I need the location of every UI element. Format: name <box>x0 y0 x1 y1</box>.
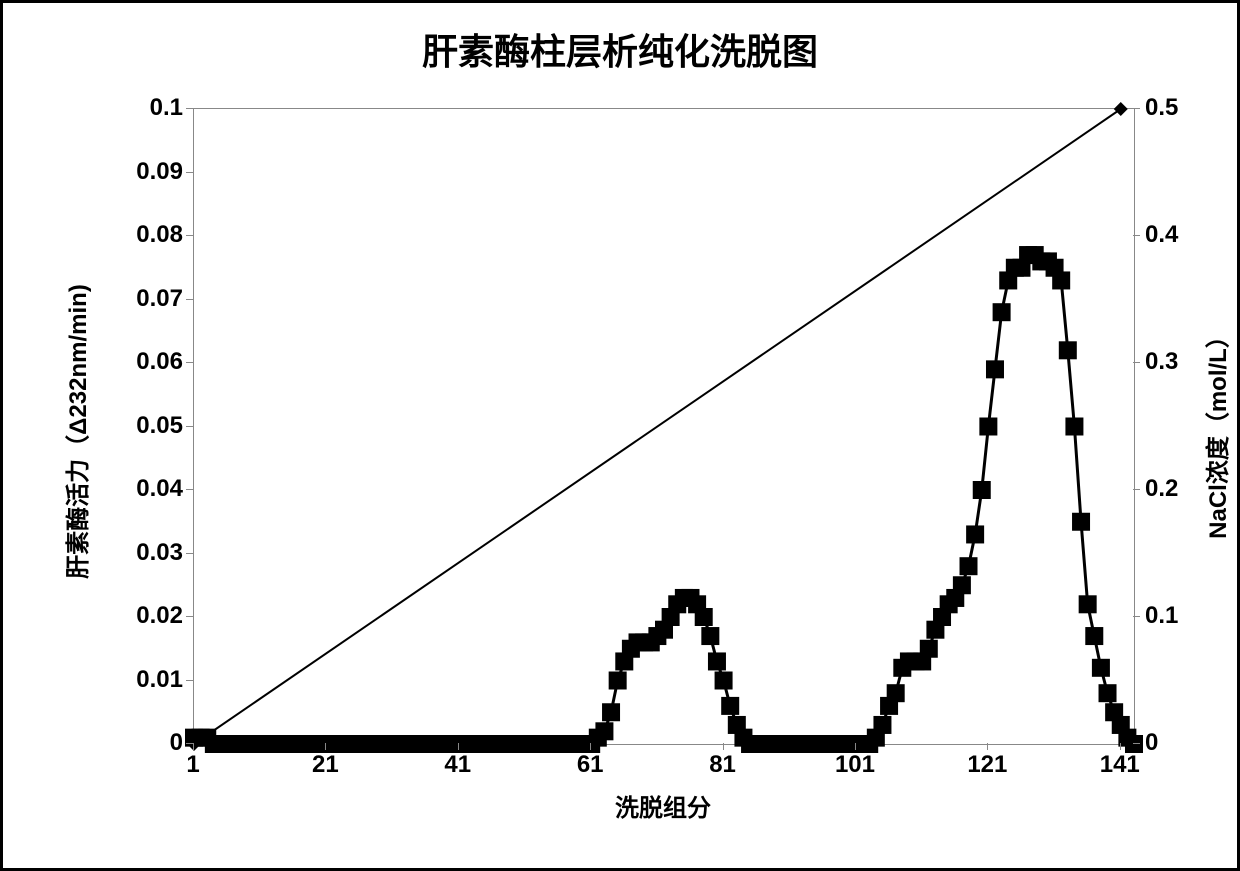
y-left-tick-label: 0.07 <box>113 285 183 313</box>
y-left-tick-label: 0.03 <box>113 539 183 567</box>
y-left-tick <box>186 172 193 173</box>
x-tick <box>855 743 856 750</box>
plot-svg <box>194 109 1134 744</box>
x-tick <box>193 743 194 750</box>
y-right-tick-label: 0.1 <box>1145 602 1178 630</box>
y-right-tick-label: 0.3 <box>1145 348 1178 376</box>
y-left-tick-label: 0.06 <box>113 348 183 376</box>
y-left-tick-label: 0.01 <box>113 666 183 694</box>
y-left-tick <box>186 616 193 617</box>
y-left-tick <box>186 299 193 300</box>
y-left-tick-label: 0.02 <box>113 602 183 630</box>
y-right-tick <box>1133 489 1140 490</box>
y-axis-right-label: NaCl浓度（mol/L） <box>1198 114 1233 749</box>
x-axis-label: 洗脱组分 <box>193 788 1133 823</box>
x-tick-label: 61 <box>560 751 620 779</box>
chart-title: 肝素酶柱层析纯化洗脱图 <box>3 23 1237 75</box>
y-left-tick <box>186 743 193 744</box>
y-axis-left-label: 肝素酶活力（Δ232nm/min) <box>58 114 93 749</box>
x-tick-label: 41 <box>428 751 488 779</box>
x-tick <box>1120 743 1121 750</box>
x-tick-label: 101 <box>825 751 885 779</box>
y-left-tick-label: 0.04 <box>113 475 183 503</box>
y-right-tick <box>1133 235 1140 236</box>
y-right-tick-label: 0.4 <box>1145 221 1178 249</box>
x-tick-label: 121 <box>957 751 1017 779</box>
x-tick-label: 1 <box>163 751 223 779</box>
y-left-tick-label: 0.09 <box>113 158 183 186</box>
x-tick <box>458 743 459 750</box>
x-tick <box>325 743 326 750</box>
x-tick <box>987 743 988 750</box>
x-tick-label: 81 <box>693 751 753 779</box>
y-left-tick <box>186 553 193 554</box>
y-right-tick-label: 0.5 <box>1145 94 1178 122</box>
y-left-tick-label: 0.1 <box>113 94 183 122</box>
y-right-tick <box>1133 743 1140 744</box>
y-left-tick <box>186 426 193 427</box>
x-tick <box>723 743 724 750</box>
x-tick <box>590 743 591 750</box>
y-right-tick <box>1133 362 1140 363</box>
y-left-tick-label: 0.08 <box>113 221 183 249</box>
y-right-tick-label: 0.2 <box>1145 475 1178 503</box>
x-tick-label: 141 <box>1090 751 1150 779</box>
chart-container: 肝素酶柱层析纯化洗脱图 肝素酶活力（Δ232nm/min) NaCl浓度（mol… <box>0 0 1240 871</box>
y-left-tick <box>186 489 193 490</box>
y-left-tick-label: 0.05 <box>113 412 183 440</box>
x-tick-label: 21 <box>295 751 355 779</box>
y-right-tick <box>1133 108 1140 109</box>
plot-area <box>193 108 1135 745</box>
y-left-tick <box>186 362 193 363</box>
y-left-tick <box>186 235 193 236</box>
y-left-tick <box>186 108 193 109</box>
y-right-tick <box>1133 616 1140 617</box>
y-left-tick <box>186 680 193 681</box>
